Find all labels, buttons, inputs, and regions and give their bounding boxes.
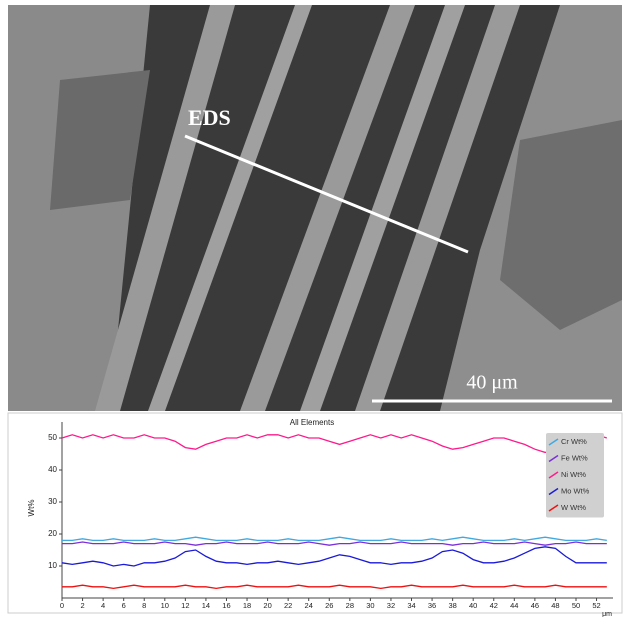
x-tick-label: 20 <box>263 601 271 610</box>
y-tick-label: 50 <box>48 433 57 442</box>
x-tick-label: 18 <box>243 601 251 610</box>
x-tick-label: 12 <box>181 601 189 610</box>
x-tick-label: 26 <box>325 601 333 610</box>
x-tick-label: 50 <box>572 601 580 610</box>
legend: Cr Wt% Fe Wt% Ni Wt% Mo Wt% W Wt% <box>546 433 604 518</box>
x-tick-label: 46 <box>531 601 539 610</box>
y-tick-label: 30 <box>48 497 57 506</box>
x-tick-label: 24 <box>305 601 313 610</box>
x-tick-label: 0 <box>60 601 64 610</box>
x-tick-label: 28 <box>346 601 354 610</box>
sem-image: EDS 40 μm <box>8 5 622 411</box>
eds-label: EDS <box>188 105 231 130</box>
x-tick-label: 32 <box>387 601 395 610</box>
y-tick-label: 40 <box>48 465 57 474</box>
x-tick-label: 38 <box>448 601 456 610</box>
x-tick-label: 22 <box>284 601 292 610</box>
x-tick-label: 44 <box>510 601 518 610</box>
x-tick-label: 48 <box>551 601 559 610</box>
x-tick-label: 36 <box>428 601 436 610</box>
x-tick-label: 34 <box>407 601 415 610</box>
scale-bar-label: 40 μm <box>466 372 518 394</box>
y-tick-label: 10 <box>48 561 57 570</box>
figure: EDS 40 μm All Elements Wt% μm 1020304050… <box>0 0 631 617</box>
x-tick-label: 42 <box>490 601 498 610</box>
page: {"image": {"label": "EDS", "scale_bar": … <box>0 0 631 617</box>
x-tick-label: 8 <box>142 601 146 610</box>
legend-label: Cr Wt% <box>561 437 587 446</box>
legend-label: W Wt% <box>561 503 586 512</box>
y-axis-label: Wt% <box>27 500 36 517</box>
x-tick-label: 16 <box>222 601 230 610</box>
x-tick-label: 4 <box>101 601 105 610</box>
legend-label: Ni Wt% <box>561 470 586 479</box>
x-tick-label: 52 <box>592 601 600 610</box>
y-tick-label: 20 <box>48 529 57 538</box>
legend-label: Fe Wt% <box>561 453 588 462</box>
x-tick-label: 10 <box>161 601 169 610</box>
chart-title: All Elements <box>290 418 334 427</box>
x-tick-label: 30 <box>366 601 374 610</box>
x-tick-label: 40 <box>469 601 477 610</box>
legend-label: Mo Wt% <box>561 486 590 495</box>
x-tick-label: 2 <box>80 601 84 610</box>
x-tick-label: 14 <box>202 601 210 610</box>
x-unit-label: μm <box>602 611 612 617</box>
x-tick-label: 6 <box>122 601 126 610</box>
chart-frame <box>8 413 622 613</box>
